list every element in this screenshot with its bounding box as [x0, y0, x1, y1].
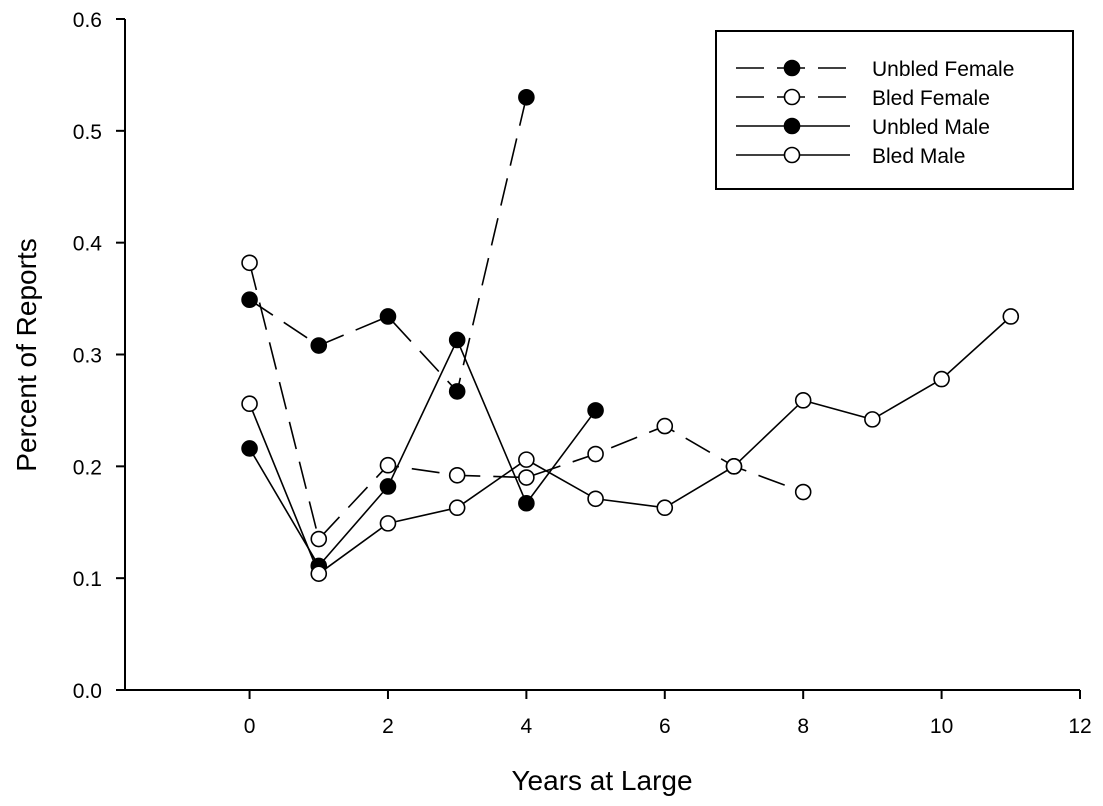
legend-marker-unbled-male	[783, 117, 801, 135]
legend-box	[715, 30, 1074, 190]
data-point-unbled-male	[241, 440, 258, 457]
data-point-bled-male	[379, 515, 397, 532]
x-tick-label: 10	[930, 715, 953, 738]
data-point-bled-female	[241, 254, 258, 272]
data-point-bled-male	[864, 411, 881, 428]
legend-label-unbled-male: Unbled Male	[872, 116, 990, 139]
y-tick-label: 0.0	[73, 680, 102, 703]
data-point-bled-male	[933, 370, 950, 388]
data-point-bled-male	[587, 490, 604, 508]
ticks: 0 2 4 6 8 10 12 0.0 0.1 0.2 0.3 0.4 0.5 0.6	[73, 9, 1092, 738]
y-tick-label: 0.4	[73, 233, 103, 256]
data-point-bled-male	[656, 499, 674, 517]
data-point-bled-female	[448, 466, 466, 484]
data-point-bled-male	[310, 565, 328, 582]
data-point-unbled-male	[518, 494, 535, 512]
data-point-unbled-male	[587, 402, 604, 419]
data-point-bled-female	[310, 530, 328, 548]
legend-marker-bled-female	[783, 88, 801, 106]
legend-entry-bled-female: Bled Female	[736, 87, 990, 110]
y-tick-label: 0.5	[73, 121, 102, 144]
data-point-bled-male	[794, 392, 812, 409]
series	[241, 88, 1020, 582]
data-point-bled-female	[518, 469, 535, 486]
data-point-unbled-female	[310, 337, 328, 354]
x-tick-label: 8	[797, 715, 809, 738]
data-point-bled-female	[656, 417, 674, 435]
data-point-unbled-male	[448, 331, 466, 349]
data-point-bled-female	[794, 483, 812, 501]
legend-entry-unbled-female: Unbled Female	[736, 58, 1014, 81]
x-tick-label: 4	[521, 715, 533, 738]
data-point-unbled-female	[379, 308, 397, 325]
data-point-bled-male	[1002, 308, 1020, 325]
data-point-bled-male	[241, 395, 258, 413]
x-tick-label: 12	[1068, 715, 1091, 738]
x-axis-title: Years at Large	[511, 765, 692, 796]
data-point-unbled-male	[379, 478, 397, 495]
legend-entry-bled-male: Bled Male	[736, 145, 965, 168]
data-point-bled-male	[725, 458, 743, 475]
series-bled-male	[241, 308, 1020, 582]
series-line-bled-male	[248, 315, 1012, 575]
legend-label-bled-male: Bled Male	[872, 145, 965, 168]
legend-label-unbled-female: Unbled Female	[872, 58, 1014, 81]
data-point-unbled-female	[448, 383, 466, 400]
series-unbled-male	[241, 331, 604, 575]
series-unbled-female	[241, 88, 535, 400]
data-point-bled-female	[587, 445, 604, 463]
y-tick-label: 0.3	[73, 345, 102, 368]
x-tick-label: 6	[659, 715, 671, 738]
data-point-bled-female	[379, 456, 397, 474]
series-line-unbled-female	[249, 97, 528, 394]
data-point-bled-male	[448, 499, 466, 517]
legend-label-bled-female: Bled Female	[872, 87, 990, 110]
y-tick-label: 0.1	[73, 568, 102, 591]
legend-marker-unbled-female	[783, 59, 801, 77]
x-tick-label: 0	[244, 715, 256, 738]
legend: Unbled Female Bled Female Unbled Male Bled …	[715, 30, 1074, 190]
legend-marker-bled-male	[783, 146, 801, 164]
y-tick-label: 0.2	[73, 456, 102, 479]
legend-entry-unbled-male: Unbled Male	[736, 116, 990, 139]
data-point-unbled-female	[241, 291, 258, 309]
data-point-unbled-female	[518, 88, 535, 106]
series-bled-female	[241, 254, 812, 548]
y-axis-title: Percent of Reports	[11, 238, 42, 471]
x-tick-label: 2	[382, 715, 394, 738]
data-point-bled-male	[518, 451, 535, 468]
y-tick-label: 0.6	[73, 9, 102, 32]
